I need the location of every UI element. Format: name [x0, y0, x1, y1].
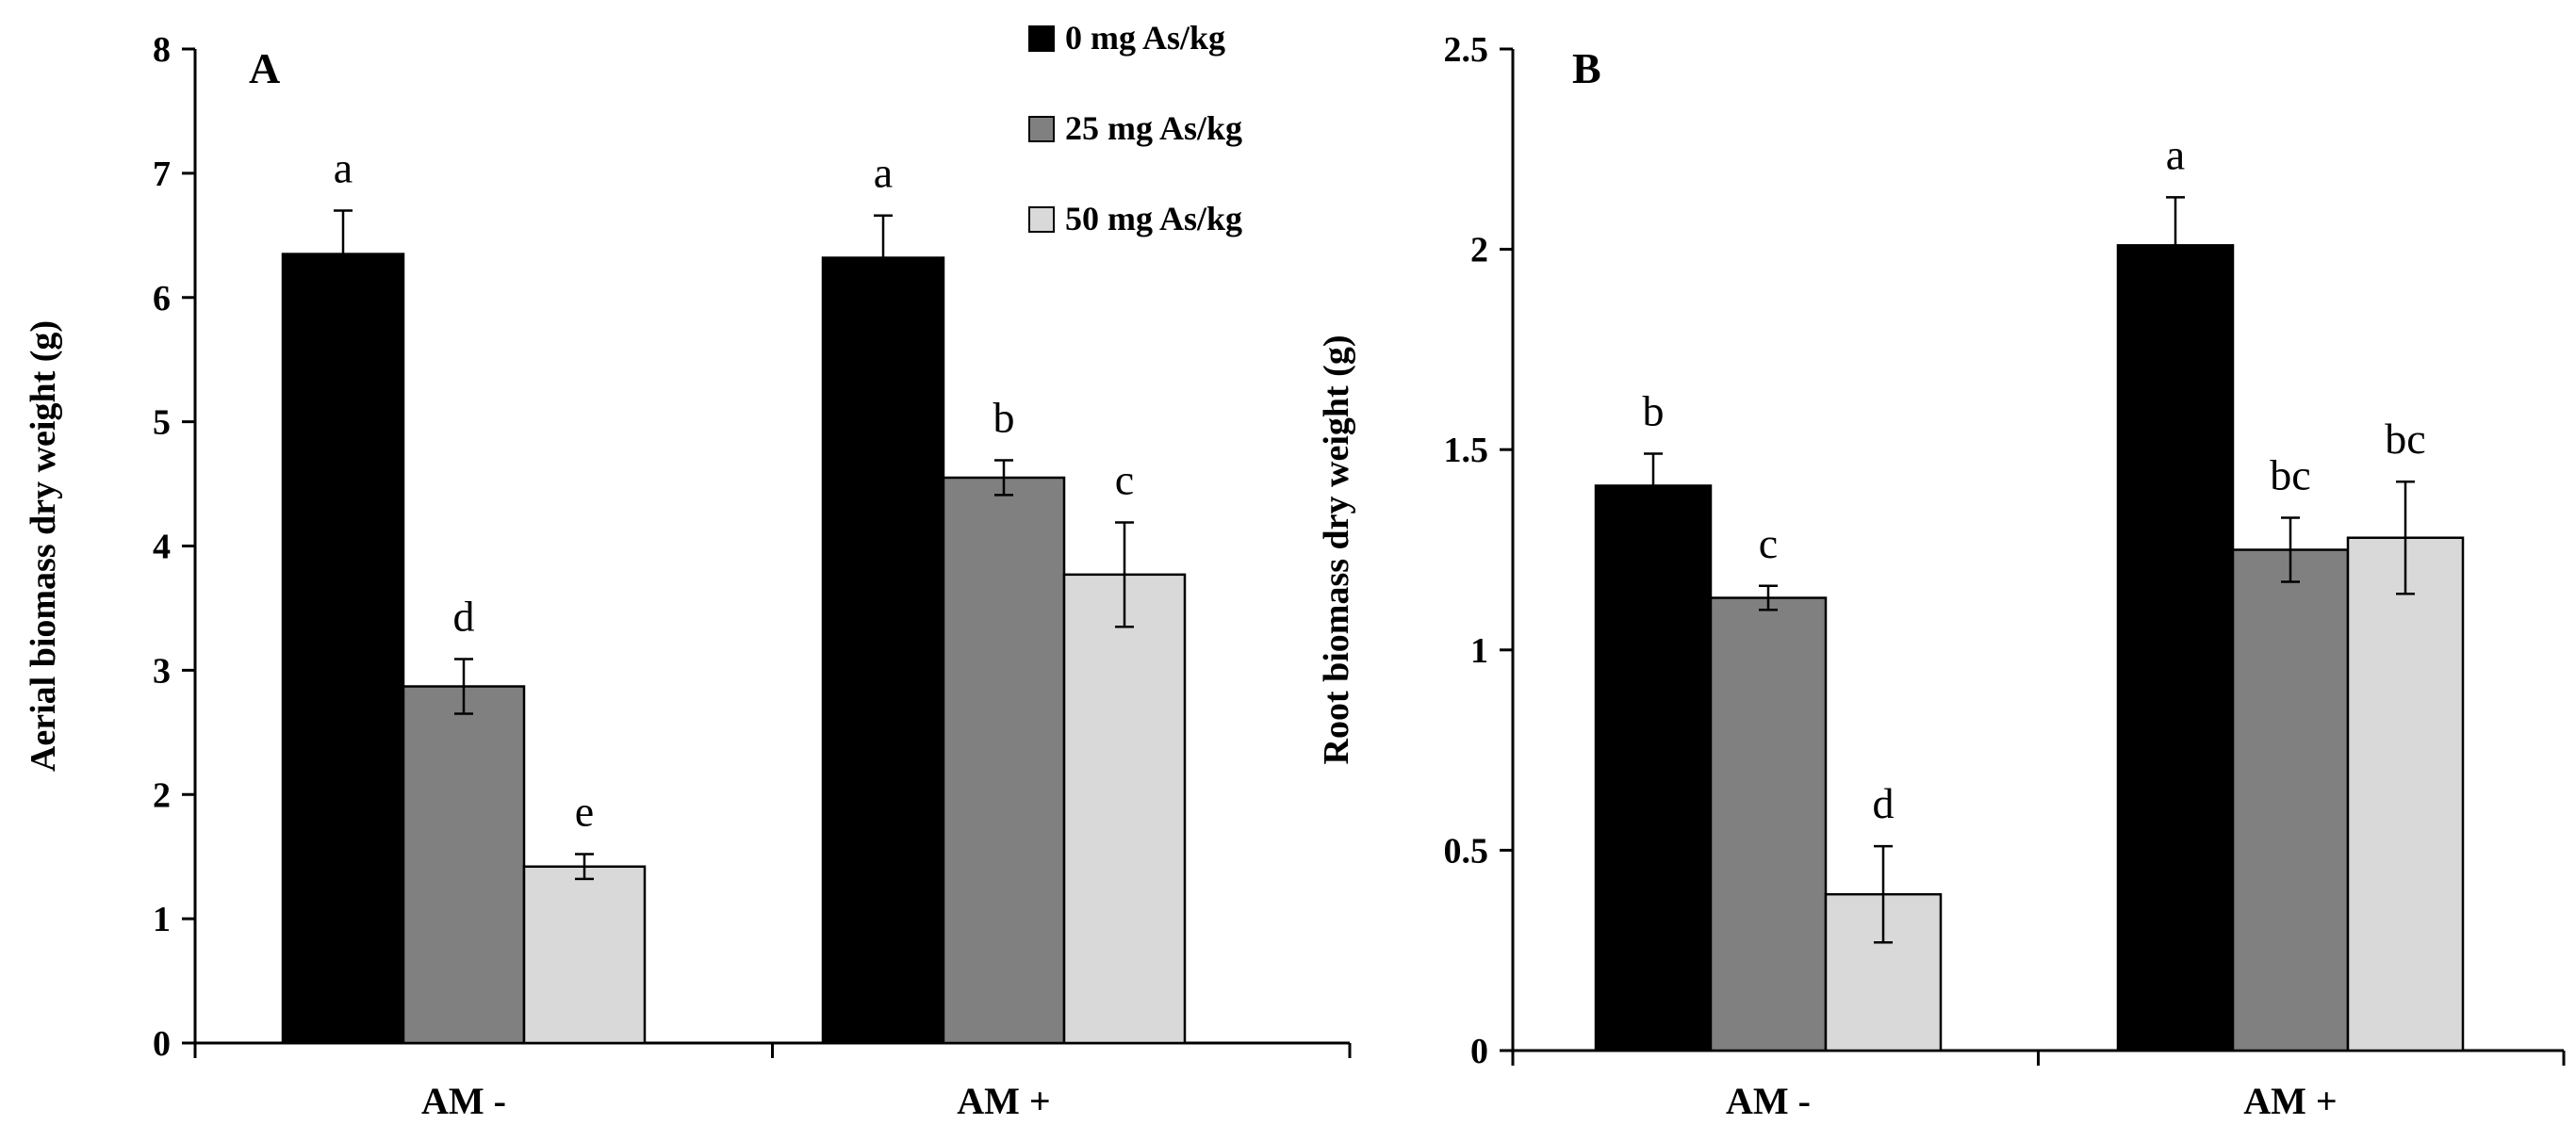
- bar: [2346, 536, 2465, 1052]
- panel-b-chart: B 0 0.5 1 1.5 2 2.5 Root biomass dry weight (g)…: [1317, 30, 2566, 1122]
- significance-label: bc: [2270, 450, 2310, 498]
- category-label: AM +: [2243, 1080, 2337, 1122]
- bar: [1709, 596, 1828, 1052]
- legend-label: 25 mg As/kg: [1065, 109, 1242, 147]
- y-tick-label: 0.5: [1444, 831, 1489, 871]
- panel-a-chart: A 0 1 2 3 4 5 6 7 8 Aerial biomass dry weight (g) a…: [24, 19, 1352, 1122]
- significance-label: c: [1759, 519, 1778, 567]
- significance-label: d: [453, 593, 475, 641]
- bar: [942, 476, 1066, 1045]
- y-tick-label: 4: [153, 528, 171, 567]
- bar: [1062, 573, 1187, 1045]
- bar: [821, 256, 945, 1045]
- significance-label: c: [1115, 455, 1134, 503]
- y-tick-label: 0: [153, 1024, 171, 1064]
- y-tick-label: 6: [153, 279, 171, 318]
- legend-swatch: [1028, 116, 1055, 142]
- significance-label: b: [1643, 386, 1665, 434]
- bar: [281, 253, 405, 1045]
- bar: [2231, 548, 2350, 1052]
- y-tick-label: 8: [153, 30, 171, 70]
- y-axis-title: Root biomass dry weight (g): [1317, 335, 1356, 765]
- panel-label: A: [249, 44, 280, 92]
- significance-label: bc: [2385, 415, 2425, 463]
- y-tick-label: 1.5: [1444, 431, 1489, 470]
- bar: [522, 865, 647, 1045]
- significance-label: a: [874, 149, 893, 197]
- category-label: AM -: [421, 1080, 506, 1122]
- legend-swatch: [1028, 25, 1055, 52]
- y-axis-title: Aerial biomass dry weight (g): [24, 320, 63, 772]
- y-tick-label: 5: [153, 403, 171, 443]
- category-label: AM -: [1726, 1080, 1811, 1122]
- y-tick-label: 3: [153, 651, 171, 691]
- legend-label: 0 mg As/kg: [1065, 19, 1225, 57]
- panel-label: B: [1572, 44, 1601, 92]
- y-tick-label: 1: [1470, 631, 1488, 671]
- y-tick-label: 2.5: [1444, 30, 1489, 70]
- category-label: AM +: [957, 1080, 1050, 1122]
- significance-label: d: [1873, 779, 1895, 827]
- legend-label: 50 mg As/kg: [1065, 200, 1242, 237]
- legend-swatch: [1028, 206, 1055, 233]
- significance-label: b: [993, 394, 1015, 442]
- significance-label: e: [575, 788, 594, 836]
- y-tick-label: 2: [1470, 231, 1488, 270]
- y-tick-label: 7: [153, 155, 171, 194]
- y-tick-label: 1: [153, 900, 171, 939]
- bar: [2116, 244, 2235, 1052]
- significance-label: a: [2166, 130, 2185, 178]
- y-tick-label: 0: [1470, 1032, 1488, 1071]
- significance-label: a: [334, 143, 353, 191]
- bar: [402, 685, 526, 1045]
- y-tick-label: 2: [153, 775, 171, 815]
- bar: [1594, 484, 1713, 1052]
